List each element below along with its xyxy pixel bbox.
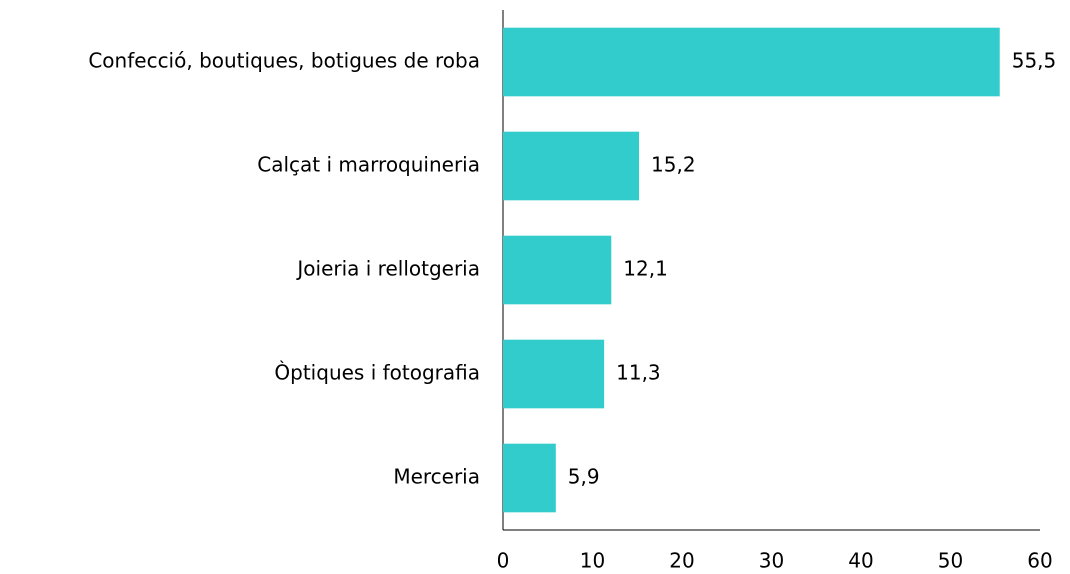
x-tick-label: 60 (1027, 549, 1052, 573)
value-label: 55,5 (1012, 49, 1057, 73)
x-tick-label: 40 (848, 549, 873, 573)
x-tick-label: 20 (669, 549, 694, 573)
y-tick-label: Confecció, boutiques, botigues de roba (88, 49, 480, 73)
x-tick-label: 10 (580, 549, 605, 573)
bar (503, 27, 1000, 97)
bar (503, 443, 556, 513)
value-label: 11,3 (616, 361, 661, 385)
x-tick-label: 0 (497, 549, 510, 573)
y-tick-label: Joieria i rellotgeria (295, 257, 480, 281)
bar (503, 131, 640, 201)
value-label: 12,1 (623, 257, 668, 281)
value-label: 5,9 (568, 465, 600, 489)
y-tick-label: Calçat i marroquineria (257, 153, 480, 177)
value-label: 15,2 (651, 153, 696, 177)
y-tick-label: Merceria (393, 465, 480, 489)
x-tick-label: 50 (938, 549, 963, 573)
x-tick-label: 30 (759, 549, 784, 573)
bar (503, 235, 612, 305)
bar (503, 339, 605, 409)
y-tick-label: Òptiques i fotografia (274, 361, 480, 385)
